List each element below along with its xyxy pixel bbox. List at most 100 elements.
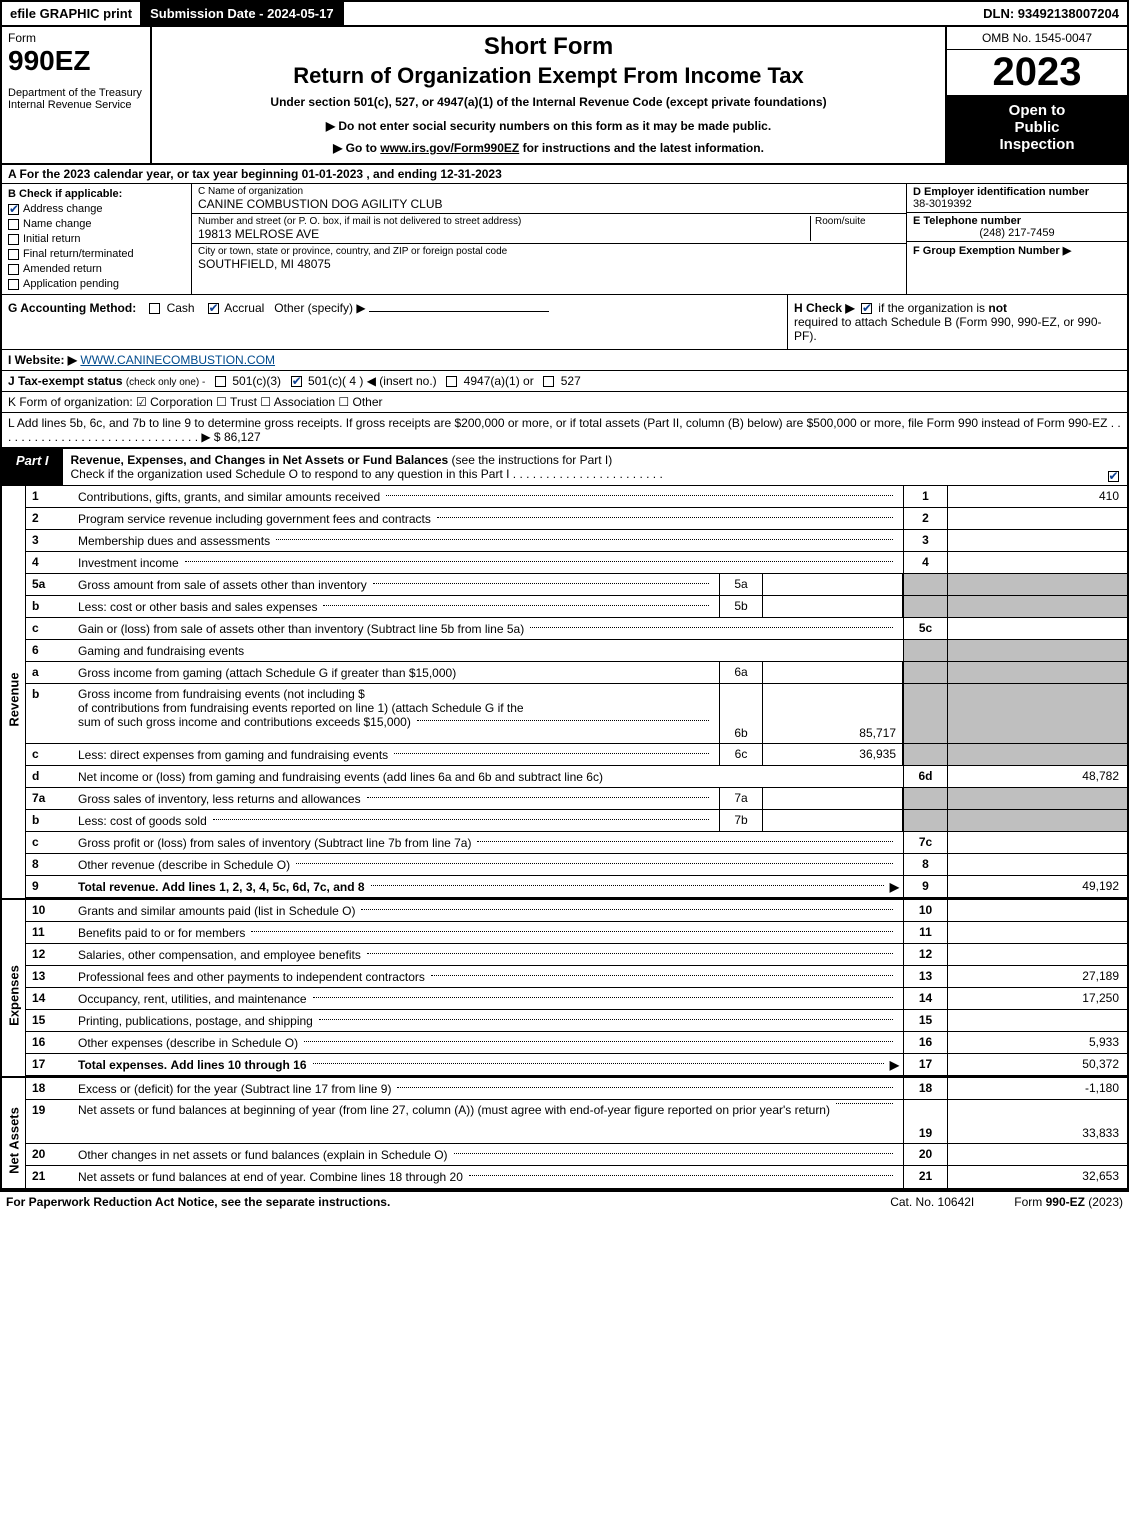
line-val-shaded bbox=[947, 744, 1127, 765]
checkbox-icon[interactable] bbox=[543, 376, 554, 387]
line-num: 5a bbox=[26, 574, 74, 595]
subtitle-1: Under section 501(c), 527, or 4947(a)(1)… bbox=[160, 95, 937, 109]
footer-right: Form 990-EZ (2023) bbox=[1014, 1195, 1123, 1209]
checkbox-icon[interactable] bbox=[861, 303, 872, 314]
part-i-title: Revenue, Expenses, and Changes in Net As… bbox=[63, 449, 1099, 485]
website-link[interactable]: WWW.CANINECOMBUSTION.COM bbox=[80, 353, 275, 367]
line-num: d bbox=[26, 766, 74, 787]
efile-print-button[interactable]: efile GRAPHIC print bbox=[2, 2, 142, 25]
desc-text: Gaming and fundraising events bbox=[78, 644, 244, 658]
line-val: 50,372 bbox=[947, 1054, 1127, 1075]
section-d-e-f: D Employer identification number 38-3019… bbox=[907, 184, 1127, 294]
desc-text: Gross amount from sale of assets other t… bbox=[78, 578, 367, 592]
line-ref-shaded bbox=[903, 810, 947, 831]
check-application-pending[interactable]: Application pending bbox=[8, 278, 185, 290]
desc-text: Other changes in net assets or fund bala… bbox=[78, 1148, 448, 1162]
dots bbox=[394, 753, 709, 754]
check-final-return[interactable]: Final return/terminated bbox=[8, 248, 185, 260]
line-ref: 18 bbox=[903, 1078, 947, 1099]
check-address-change[interactable]: Address change bbox=[8, 203, 185, 215]
line-num: 21 bbox=[26, 1166, 74, 1188]
j-4947: 4947(a)(1) or bbox=[464, 374, 534, 388]
checkbox-icon[interactable] bbox=[291, 376, 302, 387]
line-11: 11 Benefits paid to or for members 11 bbox=[26, 922, 1127, 944]
line-val: 49,192 bbox=[947, 876, 1127, 897]
dots bbox=[454, 1153, 893, 1154]
desc-text: Gross income from gaming (attach Schedul… bbox=[78, 666, 456, 680]
line-ref: 6d bbox=[903, 766, 947, 787]
checkbox-icon[interactable] bbox=[446, 376, 457, 387]
g-other-input[interactable] bbox=[369, 311, 549, 312]
irs-link[interactable]: www.irs.gov/Form990EZ bbox=[380, 141, 519, 155]
section-g: G Accounting Method: Cash Accrual Other … bbox=[2, 295, 787, 349]
omb-number: OMB No. 1545-0047 bbox=[947, 27, 1127, 50]
dots bbox=[313, 997, 893, 998]
line-val: 27,189 bbox=[947, 966, 1127, 987]
checkbox-icon[interactable] bbox=[149, 303, 160, 314]
expenses-block: Expenses 10 Grants and similar amounts p… bbox=[0, 900, 1129, 1076]
checkbox-icon bbox=[8, 279, 19, 290]
section-b: B Check if applicable: Address change Na… bbox=[2, 184, 192, 294]
line-21: 21 Net assets or fund balances at end of… bbox=[26, 1166, 1127, 1188]
sub-val bbox=[763, 574, 903, 595]
section-c: C Name of organization CANINE COMBUSTION… bbox=[192, 184, 907, 294]
expenses-vertical-label: Expenses bbox=[2, 900, 26, 1076]
check-label: Name change bbox=[23, 218, 92, 230]
line-ref: 19 bbox=[903, 1100, 947, 1143]
checkbox-icon bbox=[1108, 471, 1119, 482]
telephone-label: E Telephone number bbox=[913, 215, 1121, 227]
check-name-change[interactable]: Name change bbox=[8, 218, 185, 230]
desc-text-2b: of contributions from fundraising events… bbox=[78, 701, 524, 715]
line-desc: Less: cost or other basis and sales expe… bbox=[74, 596, 719, 617]
desc-text: Membership dues and assessments bbox=[78, 534, 270, 548]
part-i-header: Part I Revenue, Expenses, and Changes in… bbox=[0, 449, 1129, 486]
line-5b: b Less: cost or other basis and sales ex… bbox=[26, 596, 1127, 618]
line-ref: 21 bbox=[903, 1166, 947, 1188]
line-desc: Net assets or fund balances at beginning… bbox=[74, 1100, 903, 1143]
desc-text: Occupancy, rent, utilities, and maintena… bbox=[78, 992, 307, 1006]
line-6a: a Gross income from gaming (attach Sched… bbox=[26, 662, 1127, 684]
g-label: G Accounting Method: bbox=[8, 301, 136, 315]
check-initial-return[interactable]: Initial return bbox=[8, 233, 185, 245]
desc-text: Program service revenue including govern… bbox=[78, 512, 431, 526]
arrow-icon: ▶ bbox=[890, 1058, 899, 1072]
header-center: Short Form Return of Organization Exempt… bbox=[152, 27, 947, 163]
line-desc: Occupancy, rent, utilities, and maintena… bbox=[74, 988, 903, 1009]
submission-date-button[interactable]: Submission Date - 2024-05-17 bbox=[142, 2, 344, 25]
spacer bbox=[365, 687, 715, 701]
group-exemption-label: F Group Exemption Number ▶ bbox=[913, 244, 1121, 257]
line-num: a bbox=[26, 662, 74, 683]
desc-text-1: Gross income from fundraising events (no… bbox=[78, 687, 365, 701]
line-num: 3 bbox=[26, 530, 74, 551]
line-val-shaded bbox=[947, 574, 1127, 595]
check-amended-return[interactable]: Amended return bbox=[8, 263, 185, 275]
part-i-schedule-o-check[interactable] bbox=[1099, 449, 1127, 485]
j-note: (check only one) - bbox=[126, 377, 205, 388]
j-label: J Tax-exempt status bbox=[8, 374, 123, 388]
line-num: 10 bbox=[26, 900, 74, 921]
line-val: 410 bbox=[947, 486, 1127, 507]
line-ref: 13 bbox=[903, 966, 947, 987]
sub3-pre: ▶ Go to bbox=[333, 141, 380, 155]
line-num: 4 bbox=[26, 552, 74, 573]
sub-val bbox=[763, 810, 903, 831]
line-val: -1,180 bbox=[947, 1078, 1127, 1099]
line-ref: 1 bbox=[903, 486, 947, 507]
line-6b: b Gross income from fundraising events (… bbox=[26, 684, 1127, 744]
checkbox-icon[interactable] bbox=[208, 303, 219, 314]
line-15: 15 Printing, publications, postage, and … bbox=[26, 1010, 1127, 1032]
line-3: 3 Membership dues and assessments 3 bbox=[26, 530, 1127, 552]
desc-text: Less: cost of goods sold bbox=[78, 814, 207, 828]
checkbox-icon[interactable] bbox=[215, 376, 226, 387]
line-val-shaded bbox=[947, 810, 1127, 831]
dots bbox=[313, 1063, 884, 1064]
footer-left: For Paperwork Reduction Act Notice, see … bbox=[6, 1195, 850, 1209]
line-num: 16 bbox=[26, 1032, 74, 1053]
j-501c3: 501(c)(3) bbox=[232, 374, 281, 388]
checkbox-icon bbox=[8, 204, 19, 215]
line-ref: 10 bbox=[903, 900, 947, 921]
ein-label: D Employer identification number bbox=[913, 186, 1121, 198]
line-10: 10 Grants and similar amounts paid (list… bbox=[26, 900, 1127, 922]
dots bbox=[251, 931, 893, 932]
group-exemption-cell: F Group Exemption Number ▶ bbox=[907, 242, 1127, 294]
